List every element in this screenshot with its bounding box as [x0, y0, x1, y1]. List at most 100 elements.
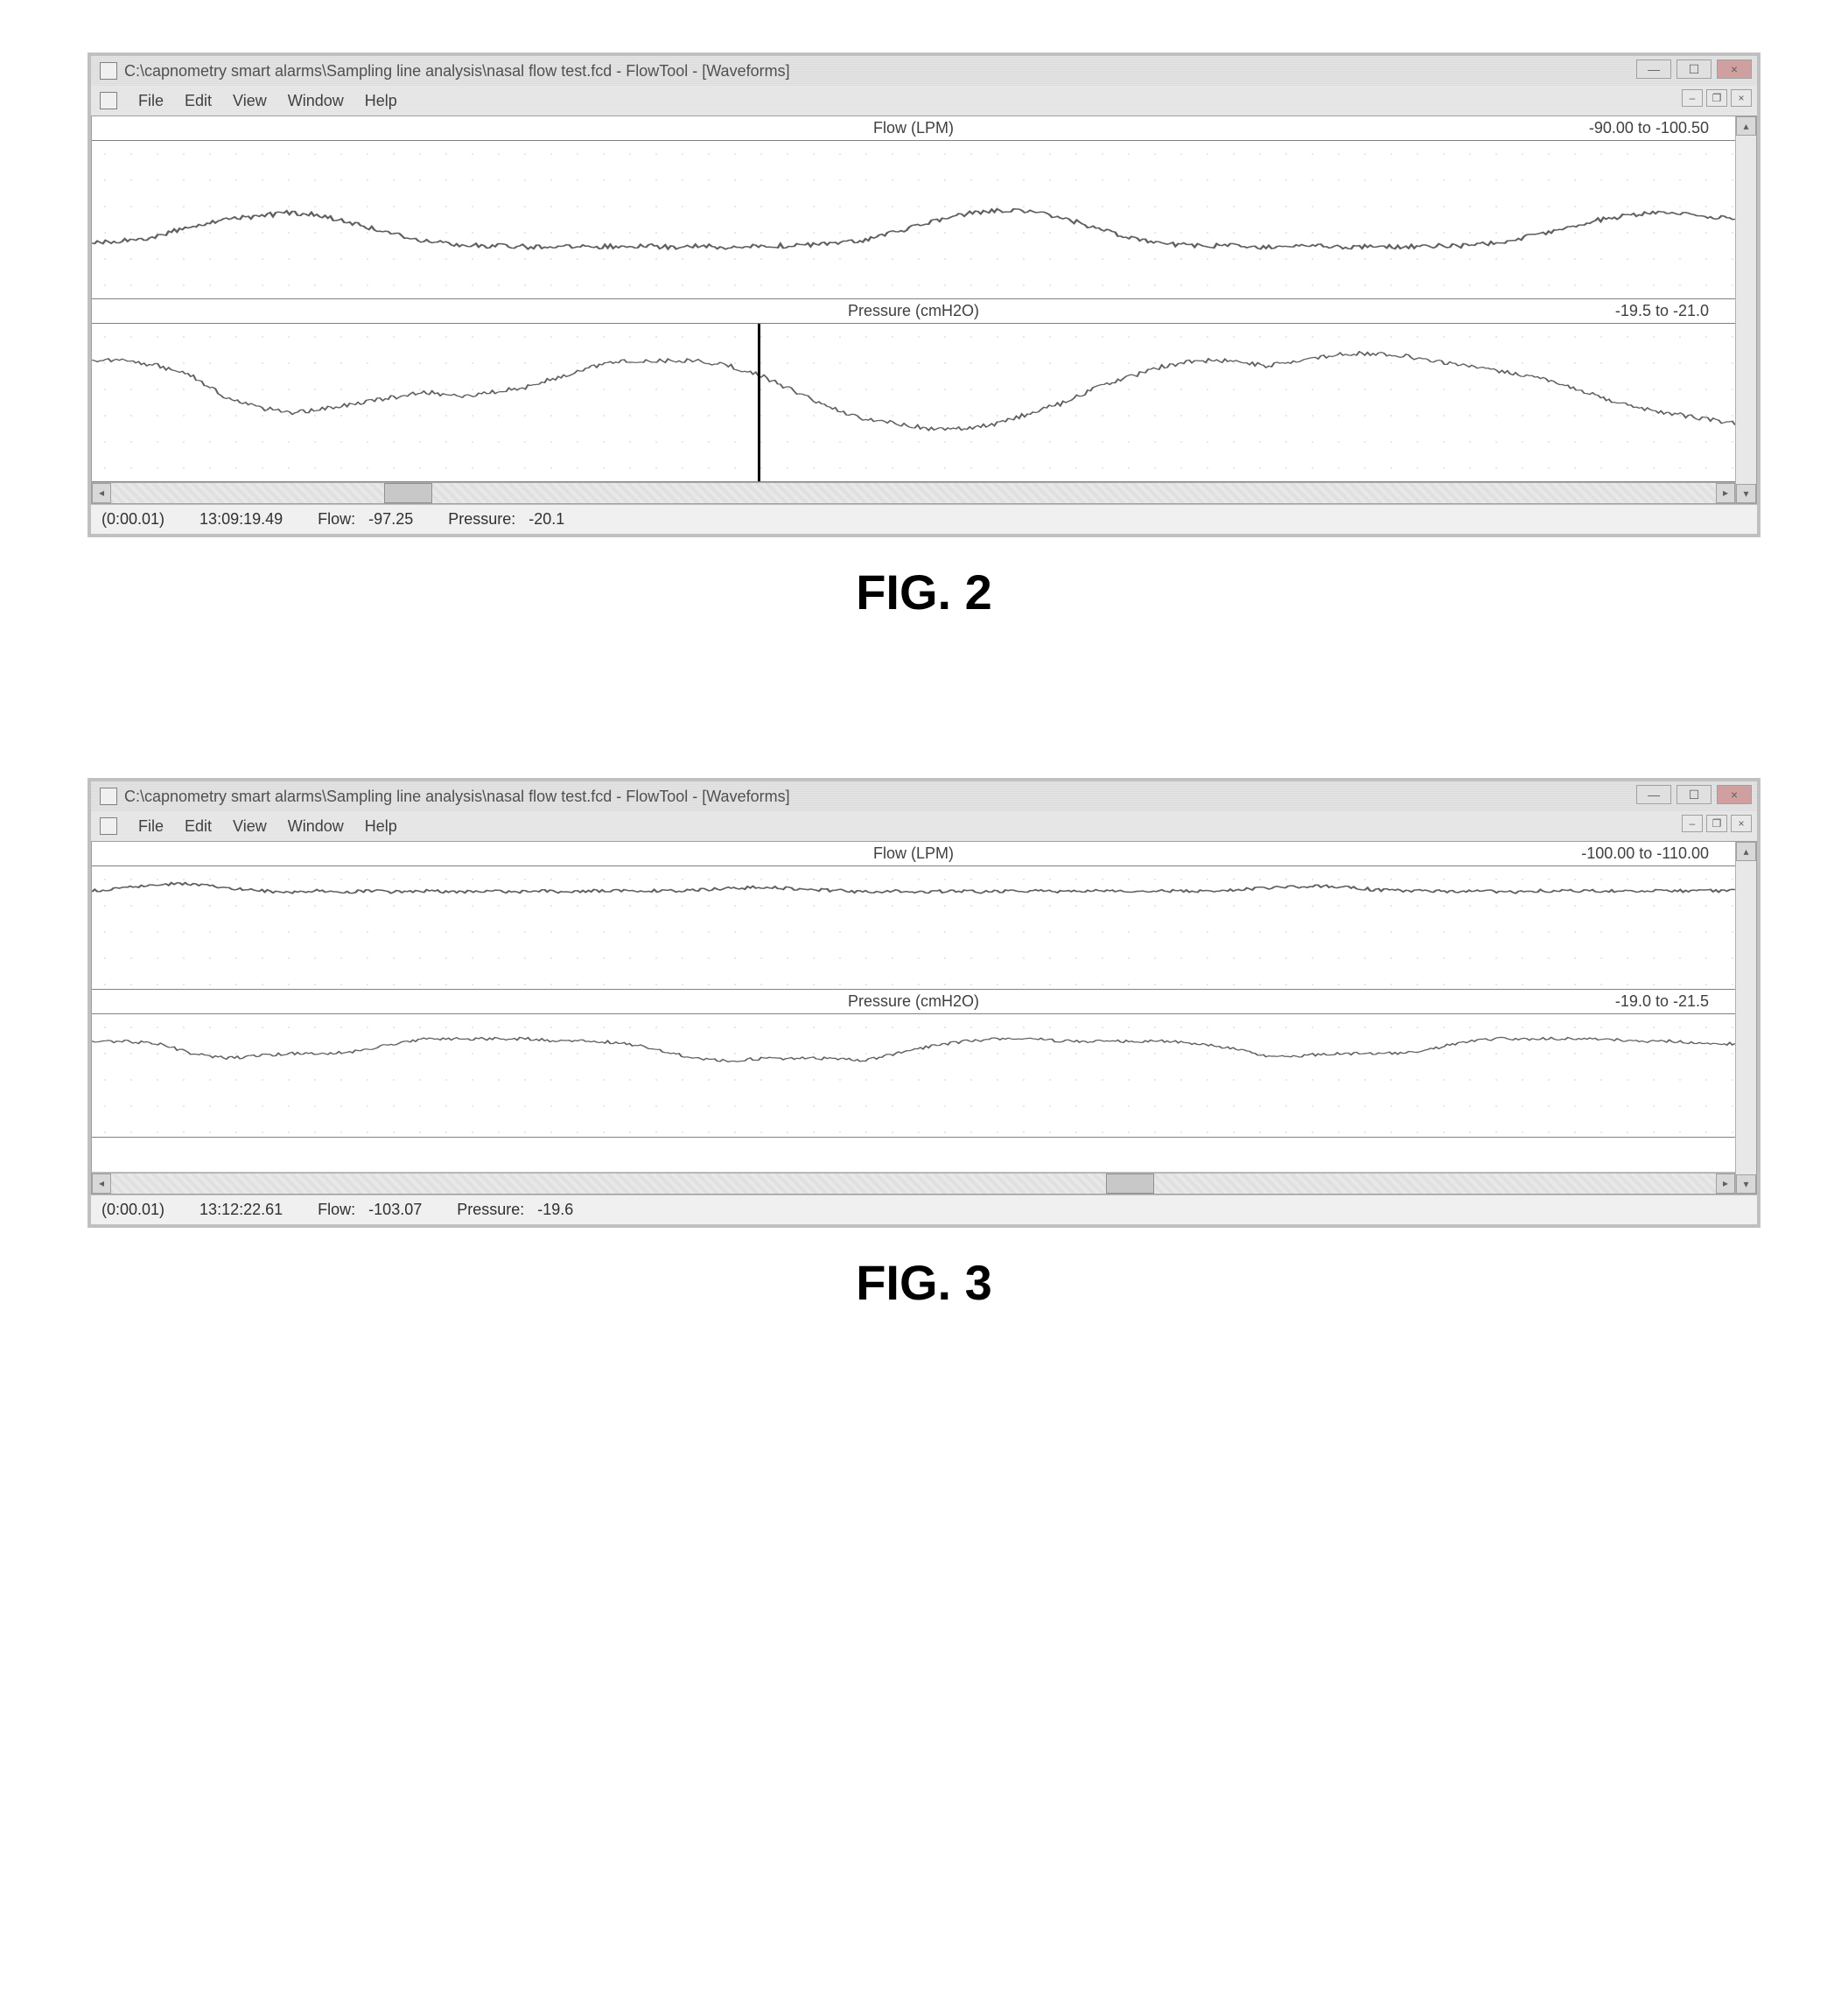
statusbar: (0:00.01) 13:09:19.49 Flow: -97.25 Press…: [91, 504, 1757, 534]
mdi-controls: – ❐ ×: [1682, 815, 1752, 832]
pressure-chart-body[interactable]: [92, 324, 1735, 481]
menu-edit[interactable]: Edit: [185, 817, 212, 836]
maximize-button[interactable]: ☐: [1676, 785, 1712, 804]
status-flow-group: Flow: -97.25: [318, 510, 413, 529]
menu-view[interactable]: View: [233, 92, 267, 110]
app-icon: [100, 62, 117, 80]
app-icon: [100, 788, 117, 805]
chart-area: ▴ ▾ Flow (LPM) -100.00 to -110.00 Pressu…: [91, 841, 1757, 1195]
pressure-chart-range: -19.5 to -21.0: [1615, 302, 1709, 320]
pressure-chart-panel: Pressure (cmH2O) -19.0 to -21.5: [92, 990, 1735, 1138]
flow-chart-body[interactable]: [92, 141, 1735, 298]
scroll-right-button[interactable]: ▸: [1716, 483, 1735, 503]
pressure-chart-body[interactable]: [92, 1014, 1735, 1137]
scroll-track[interactable]: [111, 483, 1716, 503]
status-flow-value: -103.07: [368, 1201, 422, 1218]
cursor-line[interactable]: [758, 324, 760, 481]
status-timestamp: 13:12:22.61: [200, 1201, 283, 1219]
window-controls: — ☐ ×: [1636, 785, 1752, 804]
pressure-chart-panel: Pressure (cmH2O) -19.5 to -21.0: [92, 299, 1735, 482]
statusbar: (0:00.01) 13:12:22.61 Flow: -103.07 Pres…: [91, 1195, 1757, 1224]
maximize-button[interactable]: ☐: [1676, 60, 1712, 79]
chart-blank-space: [92, 1138, 1735, 1173]
scroll-track[interactable]: [111, 1174, 1716, 1194]
flow-chart-range: -100.00 to -110.00: [1581, 844, 1709, 863]
flow-waveform: [92, 141, 1735, 298]
flowtool-window-fig3: C:\capnometry smart alarms\Sampling line…: [88, 778, 1760, 1228]
menubar: File Edit View Window Help – ❐ ×: [91, 811, 1757, 841]
status-flow-group: Flow: -103.07: [318, 1201, 422, 1219]
flow-chart-body[interactable]: [92, 866, 1735, 989]
status-pressure-group: Pressure: -20.1: [448, 510, 564, 529]
close-button[interactable]: ×: [1717, 60, 1752, 79]
window-controls: — ☐ ×: [1636, 60, 1752, 79]
window-title: C:\capnometry smart alarms\Sampling line…: [124, 62, 790, 81]
doc-icon: [100, 817, 117, 835]
menu-edit[interactable]: Edit: [185, 92, 212, 110]
flow-chart-title: Flow (LPM): [873, 119, 954, 137]
figure-2-label: FIG. 2: [88, 564, 1760, 620]
mdi-close-button[interactable]: ×: [1731, 815, 1752, 832]
flow-chart-range: -90.00 to -100.50: [1589, 119, 1709, 137]
pressure-chart-header: Pressure (cmH2O) -19.0 to -21.5: [92, 990, 1735, 1014]
titlebar[interactable]: C:\capnometry smart alarms\Sampling line…: [91, 56, 1757, 86]
scroll-up-button[interactable]: ▴: [1736, 842, 1756, 861]
flow-chart-panel: Flow (LPM) -90.00 to -100.50: [92, 116, 1735, 299]
window-title: C:\capnometry smart alarms\Sampling line…: [124, 788, 790, 806]
menu-view[interactable]: View: [233, 817, 267, 836]
scroll-thumb[interactable]: [1106, 1174, 1154, 1194]
flow-waveform: [92, 866, 1735, 989]
flow-chart-header: Flow (LPM) -100.00 to -110.00: [92, 842, 1735, 866]
flow-chart-panel: Flow (LPM) -100.00 to -110.00: [92, 842, 1735, 990]
status-pressure-value: -19.6: [537, 1201, 573, 1218]
mdi-minimize-button[interactable]: –: [1682, 815, 1703, 832]
status-pressure-label: Pressure:: [448, 510, 515, 528]
flow-chart-title: Flow (LPM): [873, 844, 954, 863]
status-pressure-label: Pressure:: [457, 1201, 524, 1218]
status-pressure-value: -20.1: [528, 510, 564, 528]
pressure-chart-title: Pressure (cmH2O): [848, 302, 979, 320]
menu-window[interactable]: Window: [288, 92, 344, 110]
scroll-right-button[interactable]: ▸: [1716, 1174, 1735, 1194]
pressure-chart-range: -19.0 to -21.5: [1615, 992, 1709, 1011]
close-button[interactable]: ×: [1717, 785, 1752, 804]
scroll-down-button[interactable]: ▾: [1736, 484, 1756, 503]
status-flow-label: Flow:: [318, 510, 355, 528]
status-timespan: (0:00.01): [102, 1201, 164, 1219]
scroll-left-button[interactable]: ◂: [92, 1174, 111, 1194]
minimize-button[interactable]: —: [1636, 60, 1671, 79]
menu-window[interactable]: Window: [288, 817, 344, 836]
titlebar[interactable]: C:\capnometry smart alarms\Sampling line…: [91, 781, 1757, 811]
mdi-minimize-button[interactable]: –: [1682, 89, 1703, 107]
mdi-controls: – ❐ ×: [1682, 89, 1752, 107]
status-flow-value: -97.25: [368, 510, 413, 528]
menu-help[interactable]: Help: [365, 92, 397, 110]
horizontal-scrollbar[interactable]: ◂ ▸: [92, 1173, 1735, 1194]
doc-icon: [100, 92, 117, 109]
vertical-scrollbar[interactable]: ▴ ▾: [1735, 842, 1756, 1194]
chart-area: ▴ ▾ Flow (LPM) -90.00 to -100.50 Pressur…: [91, 116, 1757, 504]
menu-file[interactable]: File: [138, 92, 164, 110]
scroll-thumb[interactable]: [384, 483, 432, 503]
menu-file[interactable]: File: [138, 817, 164, 836]
figure-3-label: FIG. 3: [88, 1254, 1760, 1311]
status-timestamp: 13:09:19.49: [200, 510, 283, 529]
status-flow-label: Flow:: [318, 1201, 355, 1218]
mdi-restore-button[interactable]: ❐: [1706, 815, 1727, 832]
pressure-chart-title: Pressure (cmH2O): [848, 992, 979, 1011]
menu-help[interactable]: Help: [365, 817, 397, 836]
status-pressure-group: Pressure: -19.6: [457, 1201, 573, 1219]
status-timespan: (0:00.01): [102, 510, 164, 529]
menubar: File Edit View Window Help – ❐ ×: [91, 86, 1757, 116]
horizontal-scrollbar[interactable]: ◂ ▸: [92, 482, 1735, 503]
mdi-restore-button[interactable]: ❐: [1706, 89, 1727, 107]
mdi-close-button[interactable]: ×: [1731, 89, 1752, 107]
pressure-waveform: [92, 324, 1735, 481]
scroll-down-button[interactable]: ▾: [1736, 1174, 1756, 1194]
flow-chart-header: Flow (LPM) -90.00 to -100.50: [92, 116, 1735, 141]
minimize-button[interactable]: —: [1636, 785, 1671, 804]
scroll-left-button[interactable]: ◂: [92, 483, 111, 503]
pressure-chart-header: Pressure (cmH2O) -19.5 to -21.0: [92, 299, 1735, 324]
vertical-scrollbar[interactable]: ▴ ▾: [1735, 116, 1756, 503]
scroll-up-button[interactable]: ▴: [1736, 116, 1756, 136]
